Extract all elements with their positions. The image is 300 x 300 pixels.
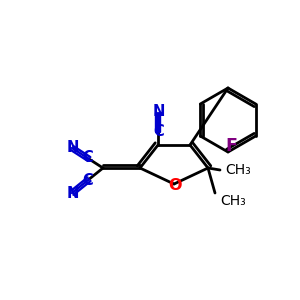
Text: N: N: [153, 104, 165, 119]
Text: F: F: [225, 137, 237, 155]
Text: C: C: [154, 124, 164, 139]
Text: N: N: [67, 187, 79, 202]
Text: CH₃: CH₃: [220, 194, 246, 208]
Text: O: O: [168, 178, 182, 193]
Text: C: C: [83, 173, 93, 188]
Text: C: C: [83, 151, 93, 166]
Text: CH₃: CH₃: [225, 163, 251, 177]
Text: N: N: [67, 140, 79, 154]
